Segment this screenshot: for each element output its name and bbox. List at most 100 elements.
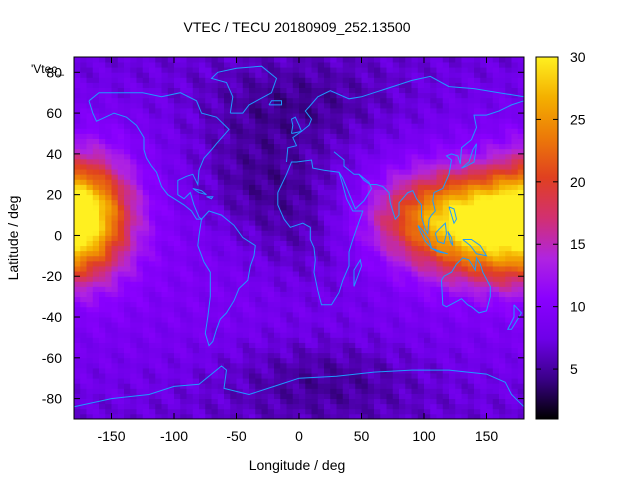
- heatmap-cell: [455, 296, 462, 303]
- heatmap-cell: [505, 164, 512, 170]
- heatmap-cell: [142, 352, 150, 359]
- heatmap-cell: [430, 332, 437, 338]
- heatmap-cell: [111, 352, 119, 359]
- heatmap-cell: [342, 255, 350, 262]
- heatmap-cell: [505, 398, 512, 405]
- heatmap-cell: [224, 87, 231, 94]
- heatmap-cell: [242, 62, 250, 68]
- heatmap-cell: [80, 362, 87, 369]
- heatmap-cell: [211, 342, 219, 349]
- heatmap-cell: [511, 235, 519, 241]
- heatmap-cell: [317, 82, 325, 88]
- heatmap-cell: [180, 260, 187, 267]
- heatmap-cell: [499, 357, 506, 364]
- heatmap-cell: [224, 77, 231, 83]
- heatmap-cell: [342, 153, 350, 160]
- heatmap-cell: [436, 72, 444, 78]
- heatmap-cell: [267, 266, 275, 272]
- heatmap-cell: [380, 250, 387, 257]
- heatmap-cell: [230, 107, 237, 114]
- heatmap-cell: [111, 250, 119, 257]
- heatmap-cell: [286, 306, 294, 313]
- heatmap-cell: [136, 332, 144, 338]
- heatmap-cell: [111, 174, 119, 180]
- heatmap-cell: [224, 403, 231, 410]
- heatmap-cell: [99, 67, 106, 73]
- heatmap-cell: [311, 128, 319, 134]
- heatmap-cell: [461, 138, 469, 145]
- heatmap-cell: [292, 286, 300, 292]
- heatmap-cell: [74, 301, 81, 308]
- heatmap-cell: [511, 230, 519, 236]
- heatmap-cell: [342, 230, 350, 236]
- heatmap-cell: [411, 194, 419, 201]
- heatmap-cell: [111, 342, 119, 349]
- heatmap-cell: [349, 82, 356, 88]
- heatmap-cell: [417, 220, 425, 226]
- heatmap-cell: [86, 113, 94, 119]
- heatmap-cell: [380, 383, 387, 389]
- heatmap-cell: [455, 153, 462, 160]
- heatmap-cell: [361, 357, 369, 364]
- heatmap-cell: [361, 235, 369, 241]
- heatmap-cell: [255, 413, 262, 420]
- heatmap-cell: [380, 123, 387, 129]
- heatmap-cell: [80, 87, 87, 94]
- heatmap-cell: [424, 332, 431, 338]
- heatmap-cell: [467, 286, 475, 292]
- heatmap-cell: [392, 357, 400, 364]
- heatmap-cell: [186, 215, 194, 221]
- heatmap-cell: [286, 92, 294, 99]
- heatmap-cell: [199, 408, 206, 415]
- heatmap-cell: [99, 97, 106, 104]
- heatmap-cell: [217, 403, 225, 410]
- heatmap-cell: [211, 128, 219, 134]
- heatmap-cell: [511, 123, 519, 129]
- heatmap-cell: [224, 215, 231, 221]
- heatmap-cell: [242, 67, 250, 73]
- heatmap-cell: [411, 296, 419, 303]
- heatmap-cell: [367, 322, 375, 328]
- heatmap-cell: [261, 97, 269, 104]
- heatmap-cell: [436, 322, 444, 328]
- heatmap-cell: [136, 393, 144, 400]
- heatmap-cell: [492, 286, 500, 292]
- heatmap-cell: [305, 194, 312, 201]
- heatmap-cell: [249, 102, 256, 109]
- heatmap-cell: [324, 373, 331, 379]
- heatmap-cell: [267, 368, 275, 374]
- heatmap-cell: [411, 204, 419, 211]
- heatmap-cell: [461, 67, 469, 73]
- heatmap-cell: [430, 67, 437, 73]
- heatmap-cell: [430, 317, 437, 323]
- heatmap-cell: [342, 357, 350, 364]
- heatmap-cell: [311, 408, 319, 415]
- heatmap-cell: [280, 189, 287, 196]
- heatmap-cell: [217, 311, 225, 318]
- heatmap-cell: [474, 204, 481, 211]
- heatmap-cell: [430, 184, 437, 190]
- heatmap-cell: [455, 169, 462, 175]
- heatmap-cell: [211, 255, 219, 262]
- heatmap-cell: [124, 67, 131, 73]
- heatmap-cell: [155, 255, 162, 262]
- heatmap-cell: [149, 118, 156, 124]
- heatmap-cell: [242, 398, 250, 405]
- heatmap-cell: [142, 123, 150, 129]
- heatmap-cell: [361, 215, 369, 221]
- heatmap-cell: [424, 286, 431, 292]
- heatmap-cell: [367, 276, 375, 282]
- heatmap-cell: [136, 123, 144, 129]
- heatmap-cell: [405, 408, 412, 415]
- heatmap-cell: [355, 373, 362, 379]
- heatmap-cell: [86, 378, 94, 384]
- heatmap-cell: [299, 347, 306, 354]
- heatmap-cell: [442, 174, 450, 180]
- heatmap-cell: [242, 143, 250, 150]
- heatmap-cell: [392, 138, 400, 145]
- heatmap-cell: [92, 291, 100, 298]
- heatmap-cell: [499, 194, 506, 201]
- heatmap-cell: [324, 408, 331, 415]
- heatmap-cell: [461, 383, 469, 389]
- heatmap-cell: [99, 220, 106, 226]
